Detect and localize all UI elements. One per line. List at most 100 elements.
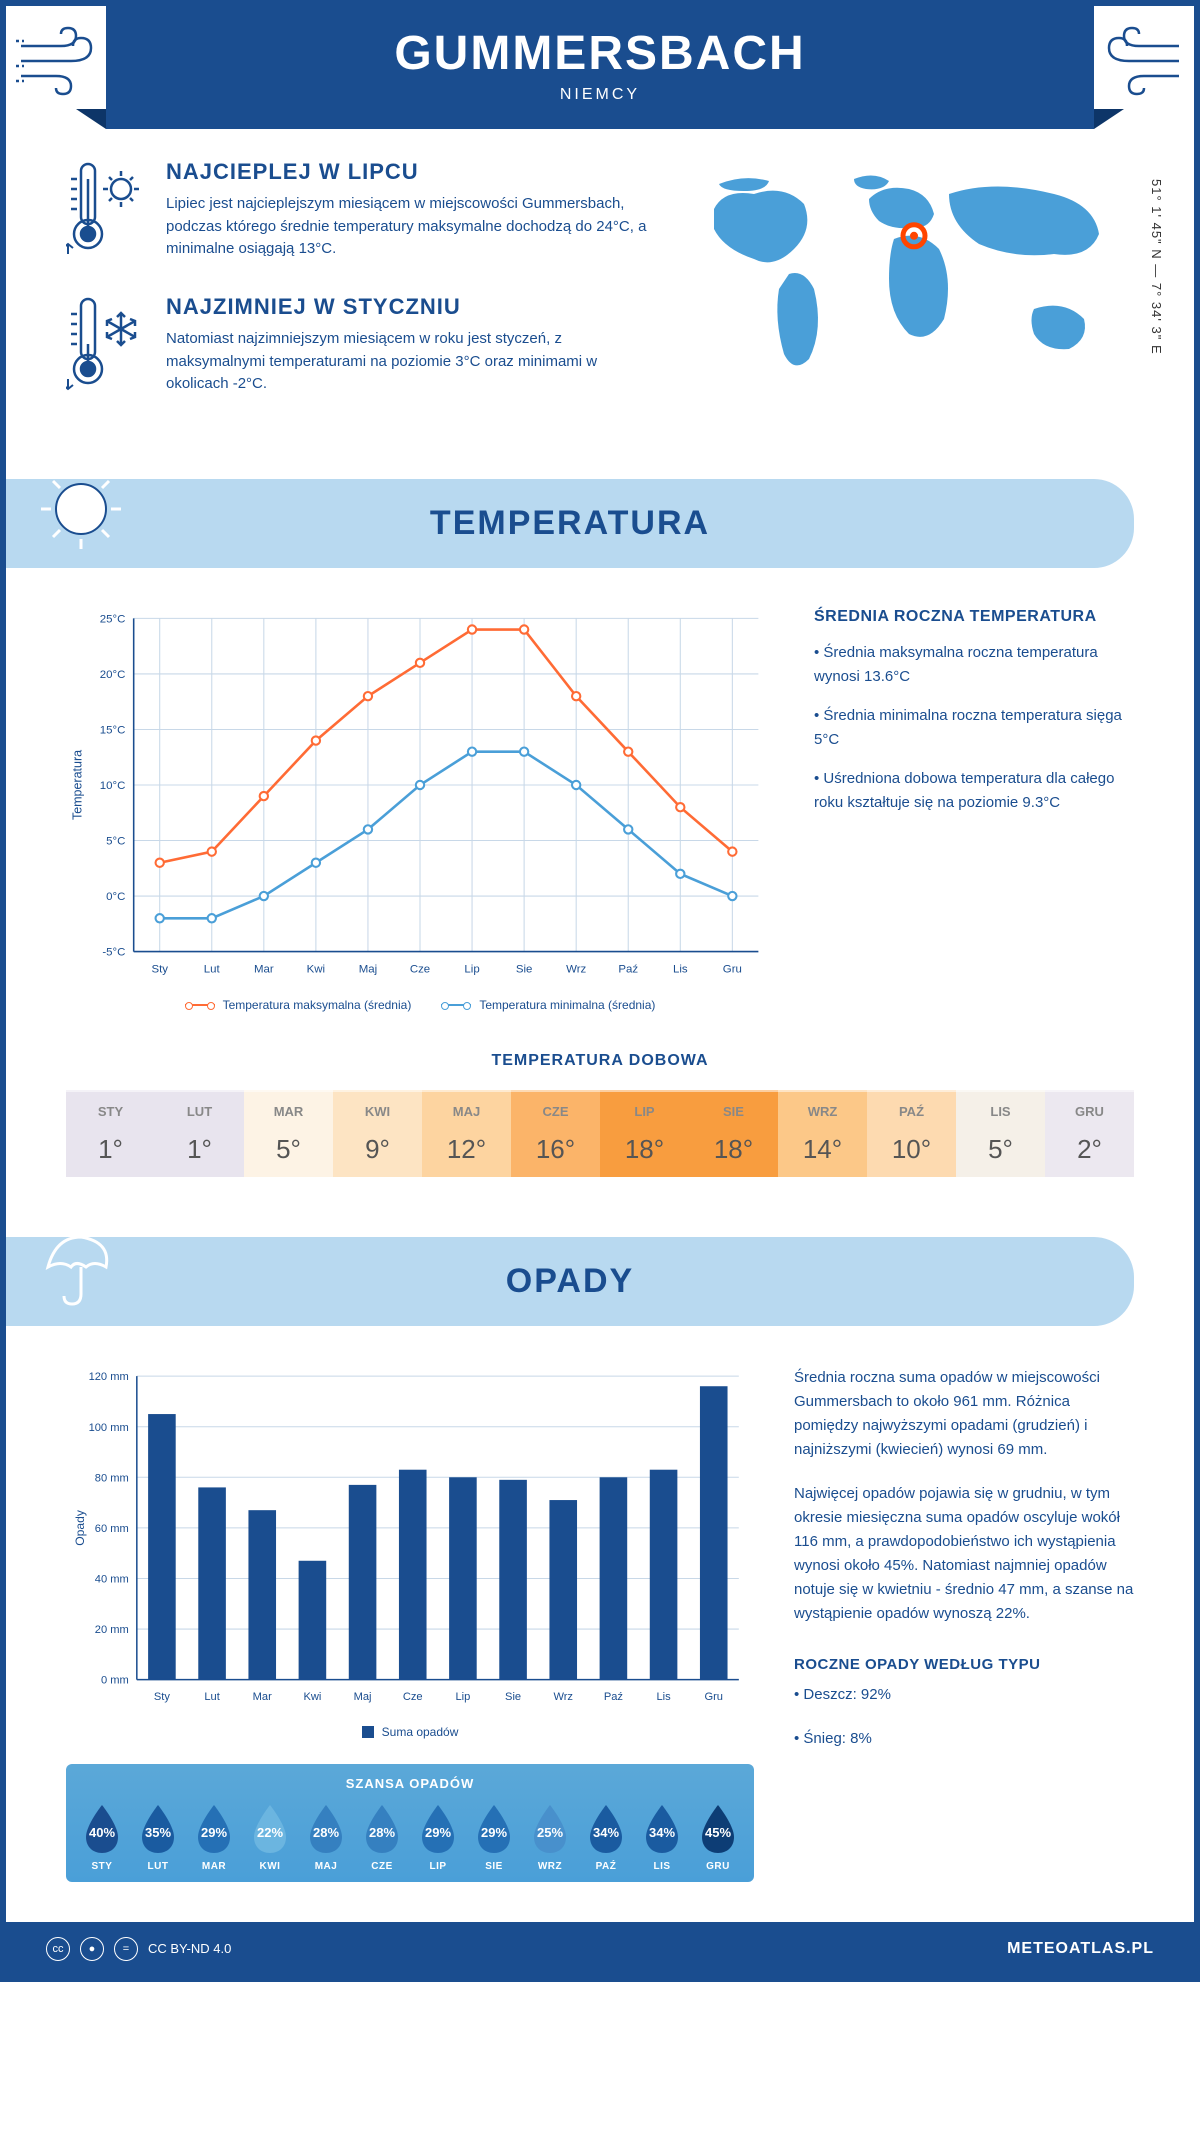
precipitation-title: OPADY bbox=[6, 1262, 1134, 1301]
svg-text:Lip: Lip bbox=[455, 1691, 470, 1703]
svg-text:Lis: Lis bbox=[673, 963, 688, 975]
svg-text:80 mm: 80 mm bbox=[95, 1472, 129, 1484]
svg-text:Opady: Opady bbox=[73, 1509, 87, 1546]
temp-bullet: • Średnia maksymalna roczna temperatura … bbox=[814, 641, 1134, 689]
svg-text:Wrz: Wrz bbox=[566, 963, 586, 975]
precip-type-heading: ROCZNE OPADY WEDŁUG TYPU bbox=[794, 1656, 1134, 1673]
daily-temp-cell: CZE16° bbox=[511, 1090, 600, 1177]
svg-text:Kwi: Kwi bbox=[307, 963, 325, 975]
svg-text:120 mm: 120 mm bbox=[89, 1371, 129, 1383]
sun-icon bbox=[36, 464, 126, 559]
brand: METEOATLAS.PL bbox=[1007, 1940, 1154, 1958]
thermometer-snow-icon bbox=[66, 294, 146, 399]
license-text: CC BY-ND 4.0 bbox=[148, 1941, 231, 1956]
svg-text:Mar: Mar bbox=[253, 1691, 272, 1703]
city-title: GUMMERSBACH bbox=[106, 26, 1094, 81]
chance-drop: 22% KWI bbox=[244, 1803, 296, 1872]
chance-drop: 29% SIE bbox=[468, 1803, 520, 1872]
svg-text:Paź: Paź bbox=[604, 1691, 623, 1703]
cc-icon: cc bbox=[46, 1937, 70, 1961]
temp-legend: Temperatura maksymalna (średnia) Tempera… bbox=[66, 998, 774, 1012]
temp-bullet: • Średnia minimalna roczna temperatura s… bbox=[814, 704, 1134, 752]
temperature-info: ŚREDNIA ROCZNA TEMPERATURA • Średnia mak… bbox=[814, 608, 1134, 1012]
cold-title: NAJZIMNIEJ W STYCZNIU bbox=[166, 294, 654, 320]
svg-text:Sty: Sty bbox=[154, 1691, 170, 1703]
svg-text:Mar: Mar bbox=[254, 963, 274, 975]
svg-text:100 mm: 100 mm bbox=[89, 1422, 129, 1434]
daily-temp-cell: KWI9° bbox=[333, 1090, 422, 1177]
svg-text:25°C: 25°C bbox=[100, 614, 126, 626]
world-map: 51° 1' 45" N — 7° 34' 3" E bbox=[694, 159, 1134, 429]
temperature-title: TEMPERATURA bbox=[6, 504, 1134, 543]
svg-text:Wrz: Wrz bbox=[553, 1691, 573, 1703]
daily-temp-cell: WRZ14° bbox=[778, 1090, 867, 1177]
precip-legend: Suma opadów bbox=[66, 1725, 754, 1739]
header-banner: GUMMERSBACH NIEMCY bbox=[106, 6, 1094, 129]
chance-drop: 45% GRU bbox=[692, 1803, 744, 1872]
svg-text:Lut: Lut bbox=[204, 1691, 219, 1703]
precip-p2: Najwięcej opadów pojawia się w grudniu, … bbox=[794, 1482, 1134, 1626]
daily-temp-cell: SIE18° bbox=[689, 1090, 778, 1177]
chance-drop: 29% LIP bbox=[412, 1803, 464, 1872]
legend-max: Temperatura maksymalna (średnia) bbox=[223, 998, 412, 1012]
chance-title: SZANSA OPADÓW bbox=[76, 1776, 744, 1791]
svg-text:Maj: Maj bbox=[354, 1691, 372, 1703]
svg-text:Kwi: Kwi bbox=[303, 1691, 321, 1703]
chance-drop: 29% MAR bbox=[188, 1803, 240, 1872]
svg-text:60 mm: 60 mm bbox=[95, 1523, 129, 1535]
hot-title: NAJCIEPLEJ W LIPCU bbox=[166, 159, 654, 185]
svg-text:40 mm: 40 mm bbox=[95, 1573, 129, 1585]
chance-drop: 34% PAŹ bbox=[580, 1803, 632, 1872]
precipitation-chart: 0 mm 20 mm 40 mm 60 mm 80 mm 100 mm 120 mm Sty L… bbox=[66, 1366, 754, 1739]
svg-text:Lut: Lut bbox=[204, 963, 221, 975]
precip-p1: Średnia roczna suma opadów w miejscowośc… bbox=[794, 1366, 1134, 1462]
footer: cc ● = CC BY-ND 4.0 METEOATLAS.PL bbox=[6, 1922, 1194, 1976]
svg-text:0°C: 0°C bbox=[106, 891, 125, 903]
svg-text:Paź: Paź bbox=[618, 963, 638, 975]
coordinates: 51° 1' 45" N — 7° 34' 3" E bbox=[1149, 179, 1164, 355]
daily-temp-grid: STY1°LUT1°MAR5°KWI9°MAJ12°CZE16°LIP18°SI… bbox=[66, 1090, 1134, 1177]
daily-temp-cell: GRU2° bbox=[1045, 1090, 1134, 1177]
country-label: NIEMCY bbox=[106, 86, 1094, 104]
svg-text:15°C: 15°C bbox=[100, 725, 126, 737]
svg-text:20 mm: 20 mm bbox=[95, 1624, 129, 1636]
precip-type-bullet: • Śnieg: 8% bbox=[794, 1727, 1134, 1751]
wind-icon-left bbox=[16, 26, 106, 101]
chance-drop: 25% WRZ bbox=[524, 1803, 576, 1872]
chance-drop: 34% LIS bbox=[636, 1803, 688, 1872]
hot-text: Lipiec jest najcieplejszym miesiącem w m… bbox=[166, 193, 654, 261]
temp-info-heading: ŚREDNIA ROCZNA TEMPERATURA bbox=[814, 608, 1134, 626]
chance-drop: 28% CZE bbox=[356, 1803, 408, 1872]
cold-text: Natomiast najzimniejszym miesiącem w rok… bbox=[166, 328, 654, 396]
svg-text:Cze: Cze bbox=[403, 1691, 423, 1703]
intro-section: NAJCIEPLEJ W LIPCU Lipiec jest najcieple… bbox=[66, 159, 1134, 429]
daily-temp-cell: MAR5° bbox=[244, 1090, 333, 1177]
thermometer-sun-icon bbox=[66, 159, 146, 264]
cold-block: NAJZIMNIEJ W STYCZNIU Natomiast najzimni… bbox=[66, 294, 654, 399]
svg-text:20°C: 20°C bbox=[100, 669, 126, 681]
svg-text:Lis: Lis bbox=[656, 1691, 671, 1703]
svg-text:0 mm: 0 mm bbox=[101, 1675, 129, 1687]
svg-text:10°C: 10°C bbox=[100, 780, 126, 792]
daily-temp-cell: LIP18° bbox=[600, 1090, 689, 1177]
svg-text:Temperatura: Temperatura bbox=[71, 750, 85, 820]
svg-text:Sie: Sie bbox=[516, 963, 533, 975]
precipitation-info: Średnia roczna suma opadów w miejscowośc… bbox=[794, 1366, 1134, 1882]
nd-icon: = bbox=[114, 1937, 138, 1961]
umbrella-icon bbox=[36, 1222, 126, 1317]
legend-min: Temperatura minimalna (średnia) bbox=[479, 998, 655, 1012]
daily-temp-cell: LUT1° bbox=[155, 1090, 244, 1177]
wind-icon-right bbox=[1094, 26, 1184, 101]
precipitation-banner: OPADY bbox=[6, 1237, 1134, 1326]
svg-text:Lip: Lip bbox=[464, 963, 479, 975]
svg-text:5°C: 5°C bbox=[106, 836, 125, 848]
daily-temp-cell: STY1° bbox=[66, 1090, 155, 1177]
temperature-banner: TEMPERATURA bbox=[6, 479, 1134, 568]
svg-text:Sty: Sty bbox=[151, 963, 168, 975]
daily-temp-cell: LIS5° bbox=[956, 1090, 1045, 1177]
precipitation-chance-box: SZANSA OPADÓW 40% STY 35% LUT 29% MAR 22… bbox=[66, 1764, 754, 1882]
svg-text:Cze: Cze bbox=[410, 963, 430, 975]
svg-text:Maj: Maj bbox=[359, 963, 377, 975]
daily-temp-title: TEMPERATURA DOBOWA bbox=[66, 1052, 1134, 1070]
chance-drop: 40% STY bbox=[76, 1803, 128, 1872]
